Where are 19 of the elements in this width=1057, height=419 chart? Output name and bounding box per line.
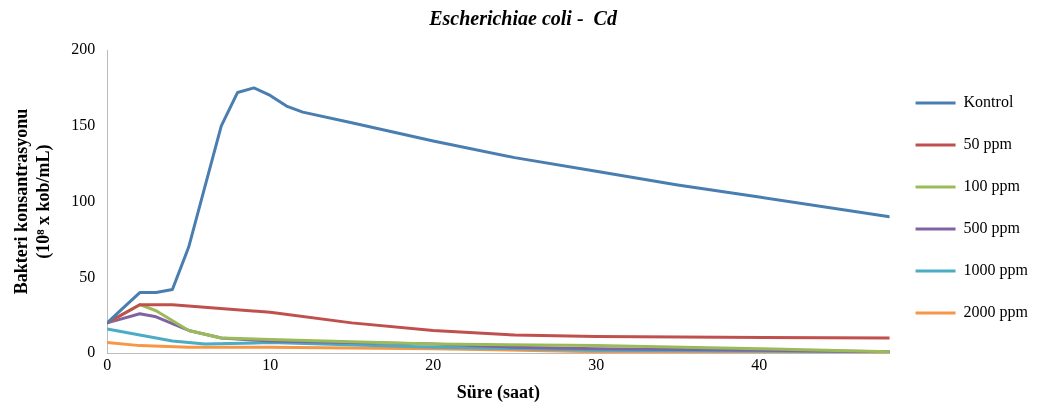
y-axis-title: Bakteri konsantrasyonu (10⁸ x kob/mL) [11,108,55,295]
y-tick-label: 50 [79,267,96,285]
legend-label: 1000 ppm [963,261,1029,280]
y-tick-label: 200 [71,40,96,58]
x-tick-label: 0 [103,356,112,373]
legend-label: 2000 ppm [963,303,1029,322]
legend-label: 50 ppm [963,135,1013,154]
x-tick-label: 20 [425,356,442,373]
legend-label: 100 ppm [963,177,1021,196]
legend-label: 500 ppm [963,219,1021,238]
x-tick-label: 40 [751,356,768,373]
x-tick-label: 30 [588,356,605,373]
y-tick-label: 0 [87,343,96,361]
x-axis-title: Süre (saat) [456,381,540,403]
y-tick-label: 150 [71,116,96,133]
y-tick-label: 100 [71,191,96,209]
x-tick-label: 10 [262,356,279,373]
chart-title: Escherichiae coli - Cd [428,7,618,30]
legend-label: Kontrol [963,93,1014,111]
